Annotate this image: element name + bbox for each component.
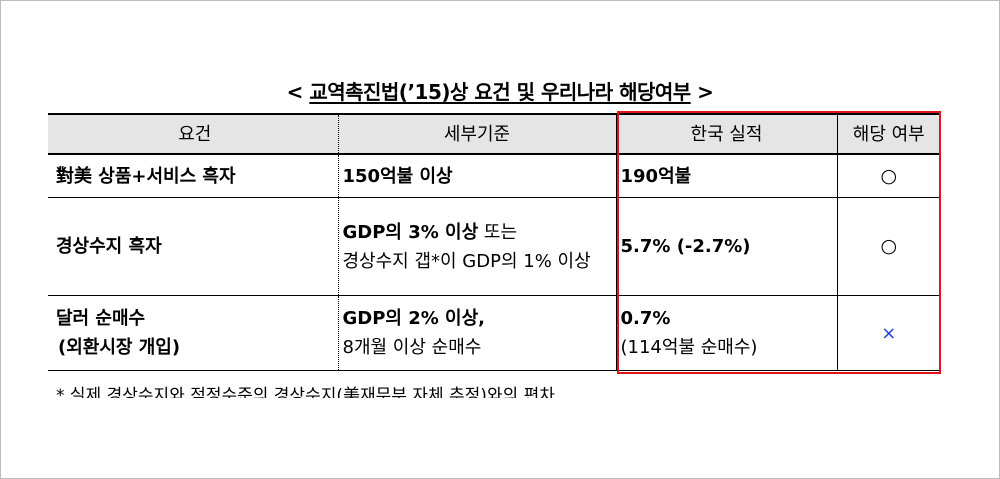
requirement-line-2: (외환시장 개입) — [58, 337, 181, 358]
footnote: * 실제 경상수지와 적정수준의 경상수지(美재무부 자체 추정)와의 편차 — [56, 378, 956, 398]
requirement-cell: 경상수지 흑자 — [48, 197, 339, 296]
criteria-cell: GDP의 2% 이상, 8개월 이상 순매수 — [338, 295, 617, 371]
requirements-table: 요건 세부기준 한국 실적 해당 여부 對美 상품+서비스 흑자 150억불 이… — [48, 113, 940, 371]
header-requirement: 요건 — [48, 113, 339, 155]
x-mark-icon: × — [881, 322, 897, 344]
requirement-line-1: 달러 순매수 — [56, 308, 146, 329]
criteria-text-2: 8개월 이상 순매수 — [342, 337, 482, 358]
table-header-row: 요건 세부기준 한국 실적 해당 여부 — [48, 113, 940, 155]
applicability-cell: ○ — [837, 197, 940, 296]
applicability-cell: × — [837, 295, 940, 371]
title-text: 교역촉진법(’15)상 요건 및 우리나라 해당여부 — [309, 80, 691, 104]
korea-result-bold: 190억불 — [620, 165, 692, 187]
table-row: 경상수지 흑자 GDP의 3% 이상 또는 경상수지 갭*이 GDP의 1% 이… — [48, 197, 940, 296]
table-row: 對美 상품+서비스 흑자 150억불 이상 190억불 ○ — [48, 153, 940, 198]
korea-result-cell: 190억불 — [616, 153, 838, 198]
criteria-bold: 150억불 이상 — [342, 165, 453, 187]
criteria-bold: GDP의 2% 이상, — [342, 308, 486, 329]
korea-result-bold: 5.7% (-2.7%) — [620, 236, 751, 257]
circle-mark-icon: ○ — [880, 235, 898, 257]
requirement-cell: 달러 순매수 (외환시장 개입) — [48, 295, 339, 371]
table-row: 달러 순매수 (외환시장 개입) GDP의 2% 이상, 8개월 이상 순매수 … — [48, 295, 940, 371]
applicability-cell: ○ — [837, 153, 940, 198]
title-open-bracket: < — [286, 80, 304, 104]
korea-result-cell: 5.7% (-2.7%) — [616, 197, 838, 296]
footnote-text: * 실제 경상수지와 적정수준의 경상수지(美재무부 자체 추정)와의 편차 — [56, 386, 555, 398]
header-criteria: 세부기준 — [338, 113, 617, 155]
criteria-text: 또는 — [478, 221, 518, 243]
korea-result-cell: 0.7% (114억불 순매수) — [616, 295, 838, 371]
criteria-text-2: 경상수지 갭*이 GDP의 1% 이상 — [342, 250, 591, 272]
header-applicability: 해당 여부 — [837, 113, 940, 155]
requirement-cell: 對美 상품+서비스 흑자 — [48, 153, 339, 198]
criteria-cell: GDP의 3% 이상 또는 경상수지 갭*이 GDP의 1% 이상 — [338, 197, 617, 296]
criteria-bold: GDP의 3% 이상 — [342, 221, 479, 243]
title-close-bracket: > — [697, 80, 714, 104]
korea-result-text: (114억불 순매수) — [620, 337, 758, 358]
table-title: < 교역촉진법(’15)상 요건 및 우리나라 해당여부 > — [0, 76, 1000, 105]
criteria-cell: 150억불 이상 — [338, 153, 617, 198]
header-korea-result: 한국 실적 — [616, 113, 838, 155]
korea-result-bold: 0.7% — [620, 308, 671, 329]
circle-mark-icon: ○ — [880, 164, 898, 187]
